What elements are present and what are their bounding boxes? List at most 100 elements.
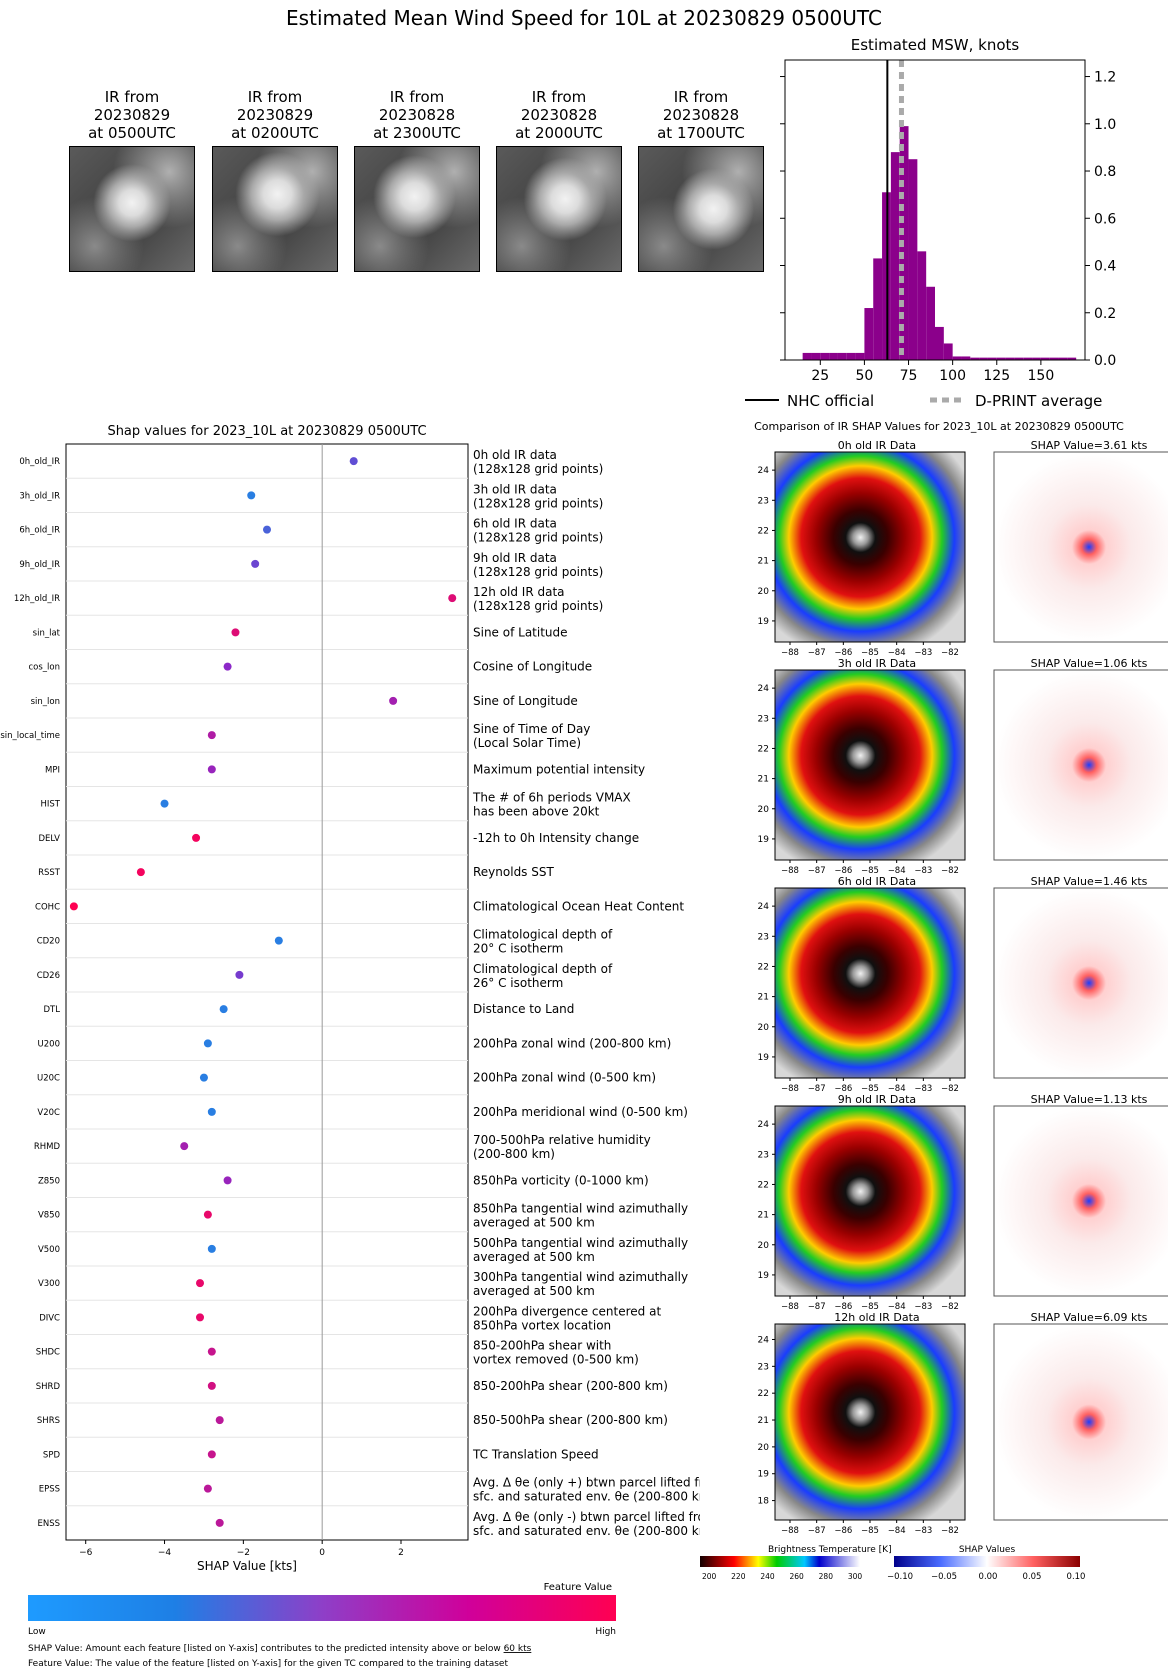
feature-name-label: SHRD: [36, 1382, 61, 1392]
hist-y-tick-label: 0.2: [1094, 306, 1116, 322]
shap-point: [349, 457, 358, 466]
shap-point: [263, 525, 271, 534]
shap-point: [207, 1381, 216, 1390]
ir-x-tick-label: −88: [781, 866, 799, 876]
thumbnail-caption-line1: IR from: [104, 88, 160, 106]
shap-panel-image: [993, 669, 1168, 861]
shap-point: [207, 731, 216, 740]
shap-point: [223, 1176, 232, 1185]
feature-name-label: SHRS: [37, 1416, 60, 1426]
legend-dprint-label: D-PRINT average: [975, 392, 1102, 410]
feature-desc: Sine of Longitude: [473, 694, 578, 708]
hist-frame: [784, 59, 1086, 361]
shap-point: [207, 1244, 216, 1253]
thumbnail-caption: IR from 20230829 at 0200UTC: [212, 88, 338, 142]
shap-x-tick-label: −4: [158, 1548, 172, 1558]
shap-point: [203, 1484, 212, 1493]
feature-desc: Climatological Ocean Heat Content: [473, 899, 684, 913]
feature-desc: 850-200hPa shear (200-800 km): [473, 1379, 668, 1393]
ir-x-tick-label: −86: [834, 1526, 852, 1536]
hist-y-tick-label: 1.2: [1094, 70, 1116, 86]
ir-y-tick-label: 19: [758, 835, 770, 845]
hist-bar: [952, 356, 962, 360]
hist-bar: [935, 326, 944, 360]
bt-colorbar: [700, 1556, 860, 1567]
hist-bar: [926, 286, 935, 360]
shap-point: [215, 1518, 224, 1527]
feature-name-label: Z850: [38, 1176, 60, 1186]
ir-panel-image: [774, 1323, 966, 1521]
ir-x-tick-label: −82: [941, 1526, 959, 1536]
bt-colorbar-tick: 260: [790, 1572, 805, 1581]
ir-x-tick-label: −86: [834, 1302, 852, 1312]
shap-point: [160, 799, 169, 808]
shap-x-tick-label: −6: [79, 1548, 93, 1558]
ir-x-tick-label: −86: [834, 648, 852, 658]
feature-name-label: RSST: [38, 868, 61, 878]
ir-x-tick-label: −82: [941, 1084, 959, 1094]
shap-point: [219, 1005, 228, 1014]
shap-point: [199, 1073, 208, 1082]
ir-x-tick-label: −88: [781, 1302, 799, 1312]
hist-bar: [917, 251, 927, 360]
hist-bar: [1058, 357, 1068, 360]
feature-desc-line1: 700-500hPa relative humidity: [473, 1133, 651, 1147]
feature-name-label: V20C: [37, 1108, 60, 1118]
feature-name-label: V500: [38, 1245, 60, 1255]
thumbnail-caption-line3: at 2000UTC: [515, 124, 603, 142]
hist-bar: [979, 357, 988, 360]
feature-desc-line2: (128x128 grid points): [473, 496, 603, 510]
ir-panel-image: [774, 1105, 966, 1297]
feature-name-label: SPD: [43, 1450, 61, 1460]
shap-point: [180, 1142, 189, 1151]
shap-x-tick-label: 0: [319, 1548, 325, 1558]
shap-point: [215, 1416, 224, 1425]
hist-bar: [1005, 357, 1015, 360]
shap-point: [196, 1279, 204, 1288]
ir-y-tick-label: 20: [758, 1023, 770, 1033]
shap-point: [231, 628, 240, 637]
ir-y-tick-label: 19: [758, 1271, 770, 1281]
feature-desc-line2: (Local Solar Time): [473, 736, 581, 750]
feature-name-label: CD20: [37, 937, 60, 947]
footnote-shap: SHAP Value: Amount each feature [listed …: [28, 1644, 532, 1654]
feature-name-label: EPSS: [39, 1485, 60, 1495]
shap-point: [69, 902, 78, 911]
ir-x-tick-label: −87: [808, 1302, 826, 1312]
ir-y-tick-label: 18: [758, 1497, 770, 1507]
thumbnail-caption-line3: at 0200UTC: [231, 124, 319, 142]
feature-name-label: MPI: [45, 765, 60, 775]
shap-colorbar: [894, 1556, 1080, 1567]
shap-panel-title: SHAP Value=1.46 kts: [1031, 875, 1148, 888]
shap-panel-image: [993, 887, 1168, 1079]
feature-desc-line2: (128x128 grid points): [473, 599, 603, 613]
ir-x-tick-label: −87: [808, 1526, 826, 1536]
hist-bar: [899, 126, 909, 361]
feature-desc: Maximum potential intensity: [473, 762, 645, 776]
ir-x-tick-label: −84: [888, 1526, 906, 1536]
bt-colorbar-tick: 280: [819, 1572, 834, 1581]
shap-point: [203, 1039, 212, 1048]
hist-bar: [811, 352, 821, 360]
ir-y-tick-label: 22: [758, 526, 769, 536]
feature-desc: 200hPa meridional wind (0-500 km): [473, 1105, 688, 1119]
shap-point: [448, 594, 457, 603]
shap-colorbar-tick: 0.05: [1023, 1572, 1042, 1582]
feature-desc-line1: Avg. Δ θe (only -) btwn parcel lifted fr…: [473, 1510, 700, 1524]
thumbnail-caption-line2: 20230829: [236, 106, 314, 124]
ir-y-tick-label: 23: [758, 714, 769, 724]
feature-desc-line1: Climatological depth of: [473, 962, 613, 976]
ir-y-tick-label: 20: [758, 1241, 770, 1251]
shap-panel-image: [993, 1323, 1168, 1521]
ir-x-tick-label: −83: [914, 1084, 932, 1094]
hist-bar: [908, 159, 918, 360]
ir-thumbnail-image: [354, 146, 480, 272]
shap-point: [274, 936, 283, 945]
thumbnail-caption-line1: IR from: [389, 88, 445, 106]
bt-colorbar-tick: 300: [848, 1572, 863, 1581]
feature-desc-line1: 500hPa tangential wind azimuthally: [473, 1236, 688, 1250]
feature-desc-line2: 850hPa vortex location: [473, 1318, 611, 1332]
ir-y-tick-label: 19: [758, 617, 770, 627]
shap-x-tick-label: 2: [398, 1548, 404, 1558]
hist-bar: [1040, 357, 1050, 360]
